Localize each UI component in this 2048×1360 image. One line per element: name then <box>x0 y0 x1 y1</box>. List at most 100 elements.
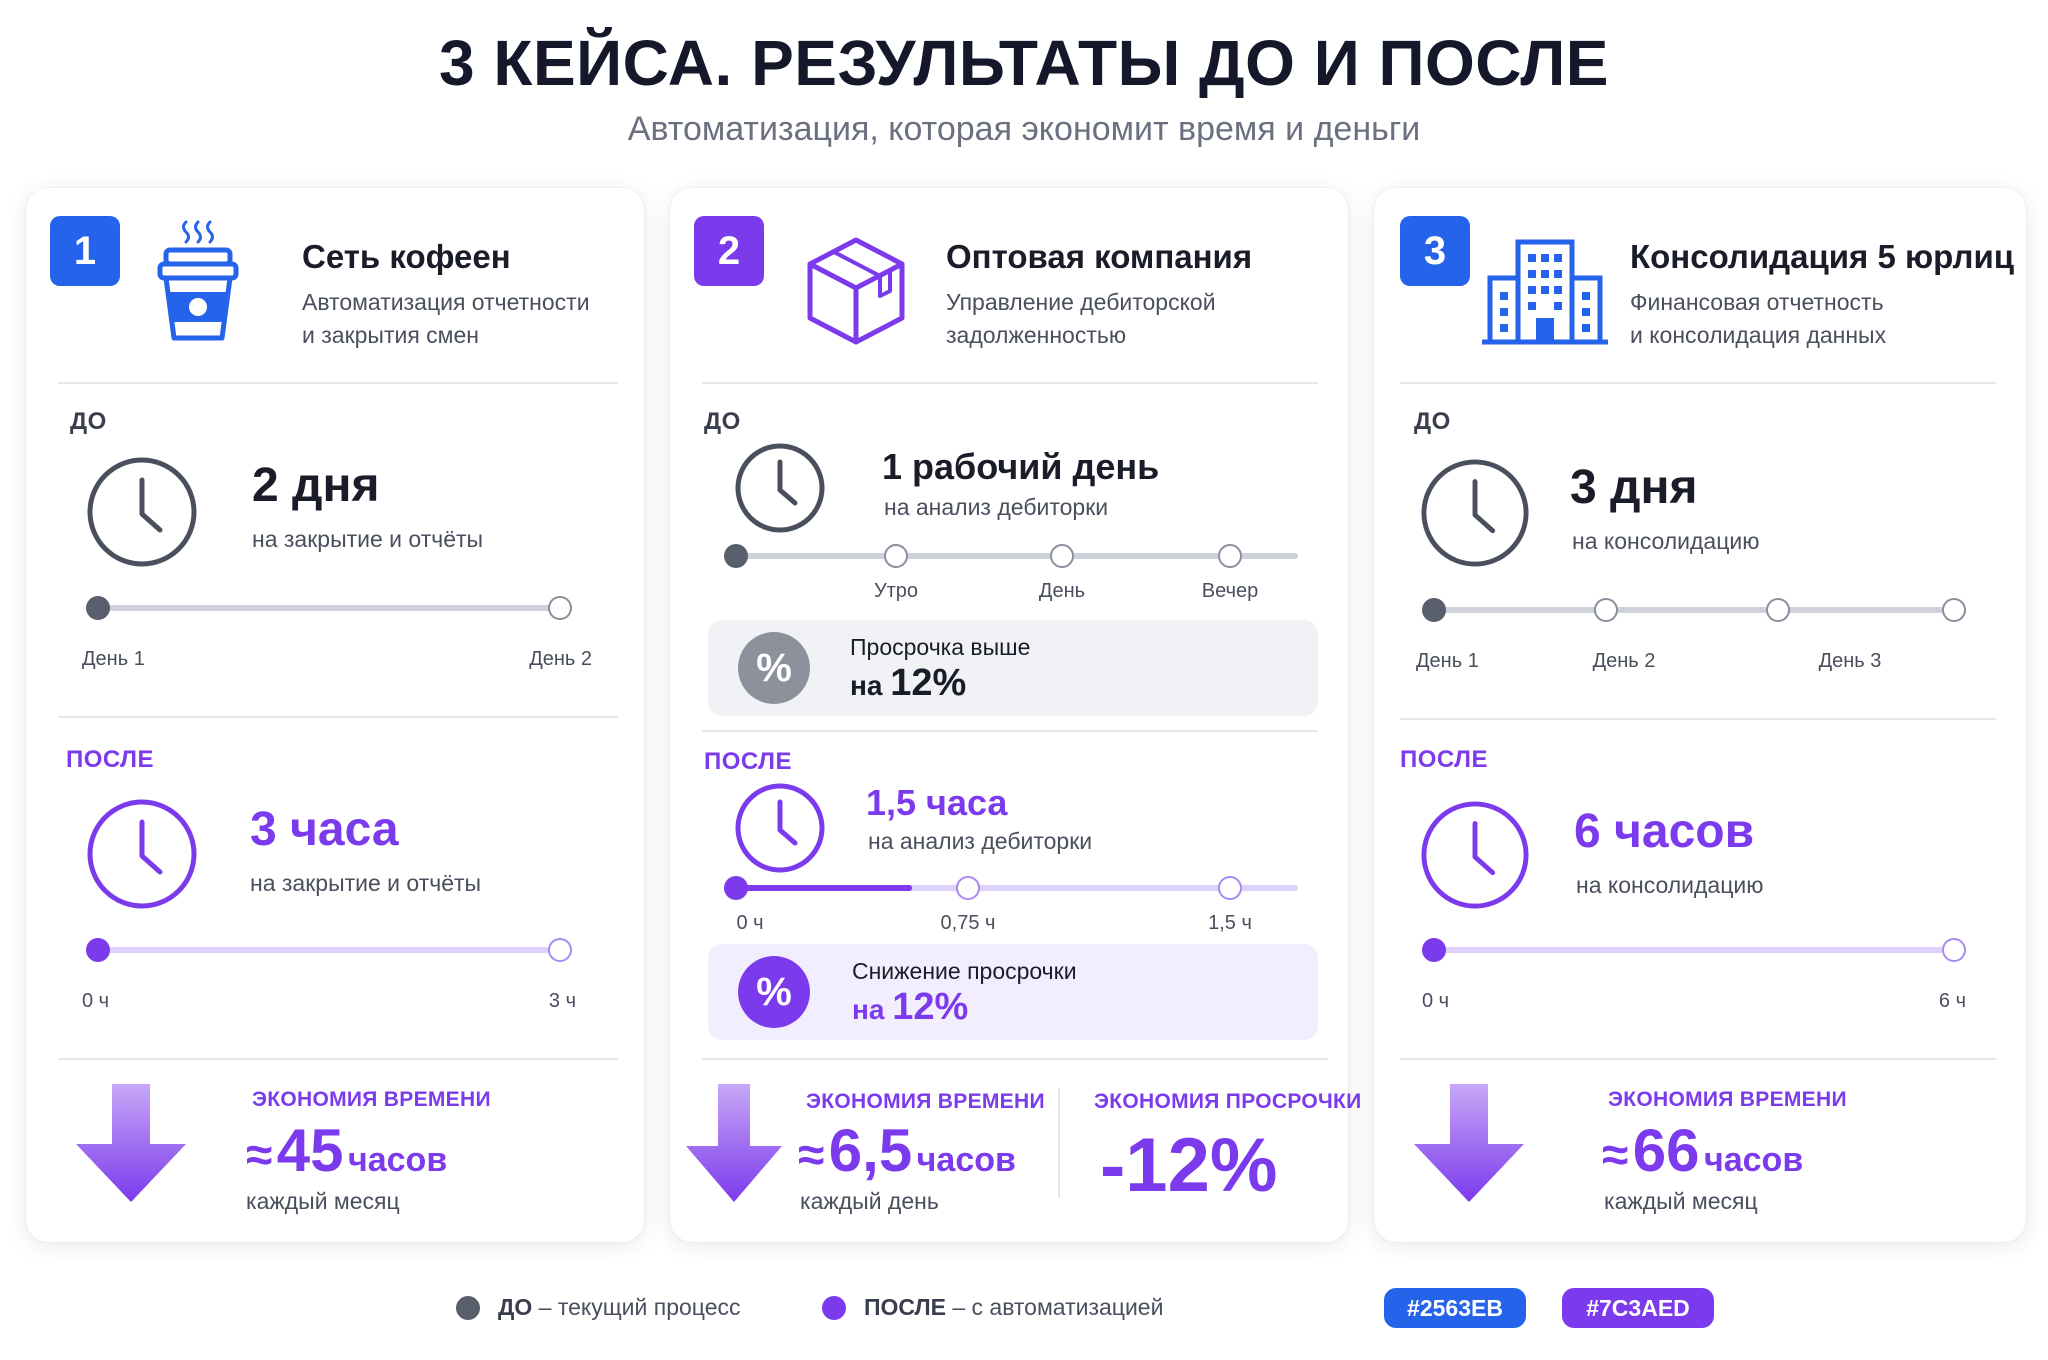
case-desc-line2: и закрытия смен <box>302 322 479 348</box>
case-desc-line2: и консолидация данных <box>1630 322 1887 348</box>
timeline-dot <box>1050 544 1074 568</box>
arrow-down-icon <box>1414 1084 1524 1202</box>
legend-after: ПОСЛЕ – с автоматизацией <box>864 1294 1163 1321</box>
timeline-dot <box>956 876 980 900</box>
after-label: ПОСЛЕ <box>66 746 154 773</box>
timeline-dot-end <box>1942 598 1966 622</box>
arrow-down-icon <box>76 1084 186 1202</box>
timeline-dot-start <box>86 938 110 962</box>
timeline-dot-end <box>548 596 572 620</box>
info-value: на 12% <box>852 986 968 1029</box>
savings-value: ≈ 45 часов <box>246 1116 447 1185</box>
vertical-divider <box>1058 1088 1060 1198</box>
divider <box>1400 718 1996 720</box>
overdue-savings-value: -12% <box>1100 1123 1278 1208</box>
clock-icon <box>1421 801 1529 909</box>
clock-icon <box>735 783 825 873</box>
legend-after-text: – с автоматизацией <box>945 1294 1164 1320</box>
before-timeline-track <box>1434 607 1954 613</box>
legend-after-bold: ПОСЛЕ <box>864 1294 946 1320</box>
case-card-coffee: 1 Сеть кофеен Автоматизация отчетности и… <box>26 188 644 1242</box>
case-card-wholesale: 2 Оптовая компания Управление дебиторско… <box>670 188 1361 1242</box>
case-desc-line1: Управление дебиторской <box>946 289 1216 315</box>
case-desc-line2: задолженностью <box>946 322 1127 348</box>
info-text: Снижение просрочки <box>852 958 1077 984</box>
savings-label: ЭКОНОМИЯ ВРЕМЕНИ <box>806 1090 1045 1113</box>
after-value: 1,5 часа <box>866 782 1008 823</box>
timeline-tick: День 2 <box>1592 650 1656 672</box>
case-desc-line1: Финансовая отчетность <box>1630 289 1884 315</box>
divider <box>58 382 618 384</box>
timeline-tick: День 1 <box>1416 650 1479 672</box>
before-timeline-track <box>736 553 1298 559</box>
percent-icon: % <box>738 956 810 1028</box>
before-desc: на анализ дебиторки <box>884 494 1109 520</box>
divider <box>58 1058 618 1060</box>
timeline-tick: День <box>1038 580 1086 602</box>
timeline-dot-end <box>1942 938 1966 962</box>
after-value: 6 часов <box>1574 805 1755 858</box>
before-label: ДО <box>70 408 107 435</box>
timeline-tick: Вечер <box>1201 580 1259 602</box>
timeline-dot-start <box>1422 938 1446 962</box>
arrow-down-icon <box>686 1084 782 1202</box>
after-desc: на закрытие и отчёты <box>250 870 482 896</box>
before-desc: на закрытие и отчёты <box>252 526 484 552</box>
color-swatch-purple: #7C3AED <box>1562 1288 1714 1328</box>
savings-unit: часов <box>348 1141 448 1179</box>
after-label: ПОСЛЕ <box>1400 746 1488 773</box>
divider <box>1400 1058 1996 1060</box>
divider <box>702 382 1318 384</box>
divider <box>702 730 1318 732</box>
before-value: 2 дня <box>252 459 380 512</box>
timeline-dot <box>1766 598 1790 622</box>
overdue-savings-label: ЭКОНОМИЯ ПРОСРОЧКИ <box>1094 1090 1362 1113</box>
case-title: Консолидация 5 юрлиц <box>1630 238 2015 275</box>
info-number: 12% <box>892 986 969 1028</box>
before-label: ДО <box>704 408 741 435</box>
savings-label: ЭКОНОМИЯ ВРЕМЕНИ <box>252 1088 491 1111</box>
savings-number: 45 <box>276 1117 344 1184</box>
timeline-dot-start <box>724 876 748 900</box>
timeline-tick: День 2 <box>529 648 592 670</box>
savings-label: ЭКОНОМИЯ ВРЕМЕНИ <box>1608 1088 1847 1111</box>
savings-period: каждый день <box>800 1188 939 1214</box>
coffee-cup-icon <box>157 220 239 341</box>
case-card-consolidation: 3 Консолидация 5 юрлиц Финансовая отчетн… <box>1374 188 2026 1242</box>
case-desc-line1: Автоматизация отчетности <box>302 289 590 315</box>
divider <box>1400 382 1996 384</box>
legend-before: ДО – текущий процесс <box>498 1294 741 1321</box>
timeline-tick: День 1 <box>82 648 145 670</box>
timeline-dot-start <box>1422 598 1446 622</box>
case-number-badge: 3 <box>1400 216 1470 286</box>
before-timeline-track <box>98 605 560 611</box>
timeline-tick: 3 ч <box>548 990 576 1012</box>
legend-dot-before <box>456 1296 480 1320</box>
savings-number: 6,5 <box>828 1117 913 1184</box>
before-value: 3 дня <box>1570 461 1698 514</box>
timeline-dot <box>1594 598 1618 622</box>
case-title: Оптовая компания <box>946 238 1253 275</box>
savings-approx: ≈ <box>1602 1129 1629 1182</box>
timeline-tick: День 3 <box>1818 650 1882 672</box>
savings-number: 66 <box>1632 1117 1700 1184</box>
office-building-icon <box>1482 239 1608 345</box>
legend-before-bold: ДО <box>498 1294 533 1320</box>
timeline-dot-start <box>86 596 110 620</box>
legend-before-text: – текущий процесс <box>532 1294 741 1320</box>
clock-icon <box>735 443 825 533</box>
savings-approx: ≈ <box>246 1129 273 1182</box>
clock-icon <box>87 457 197 567</box>
timeline-tick: Утро <box>873 580 919 602</box>
divider <box>702 1058 1328 1060</box>
percent-icon: % <box>738 632 810 704</box>
timeline-tick: 0 ч <box>1422 990 1450 1012</box>
after-timeline-fill <box>736 885 912 891</box>
timeline-tick: 1,5 ч <box>1208 912 1252 934</box>
timeline-dot <box>1218 544 1242 568</box>
info-prefix: на <box>852 994 885 1025</box>
page-subtitle: Автоматизация, которая экономит время и … <box>627 110 1421 148</box>
before-label: ДО <box>1414 408 1451 435</box>
timeline-tick: 0 ч <box>736 912 764 934</box>
info-text: Просрочка выше <box>850 634 1031 660</box>
